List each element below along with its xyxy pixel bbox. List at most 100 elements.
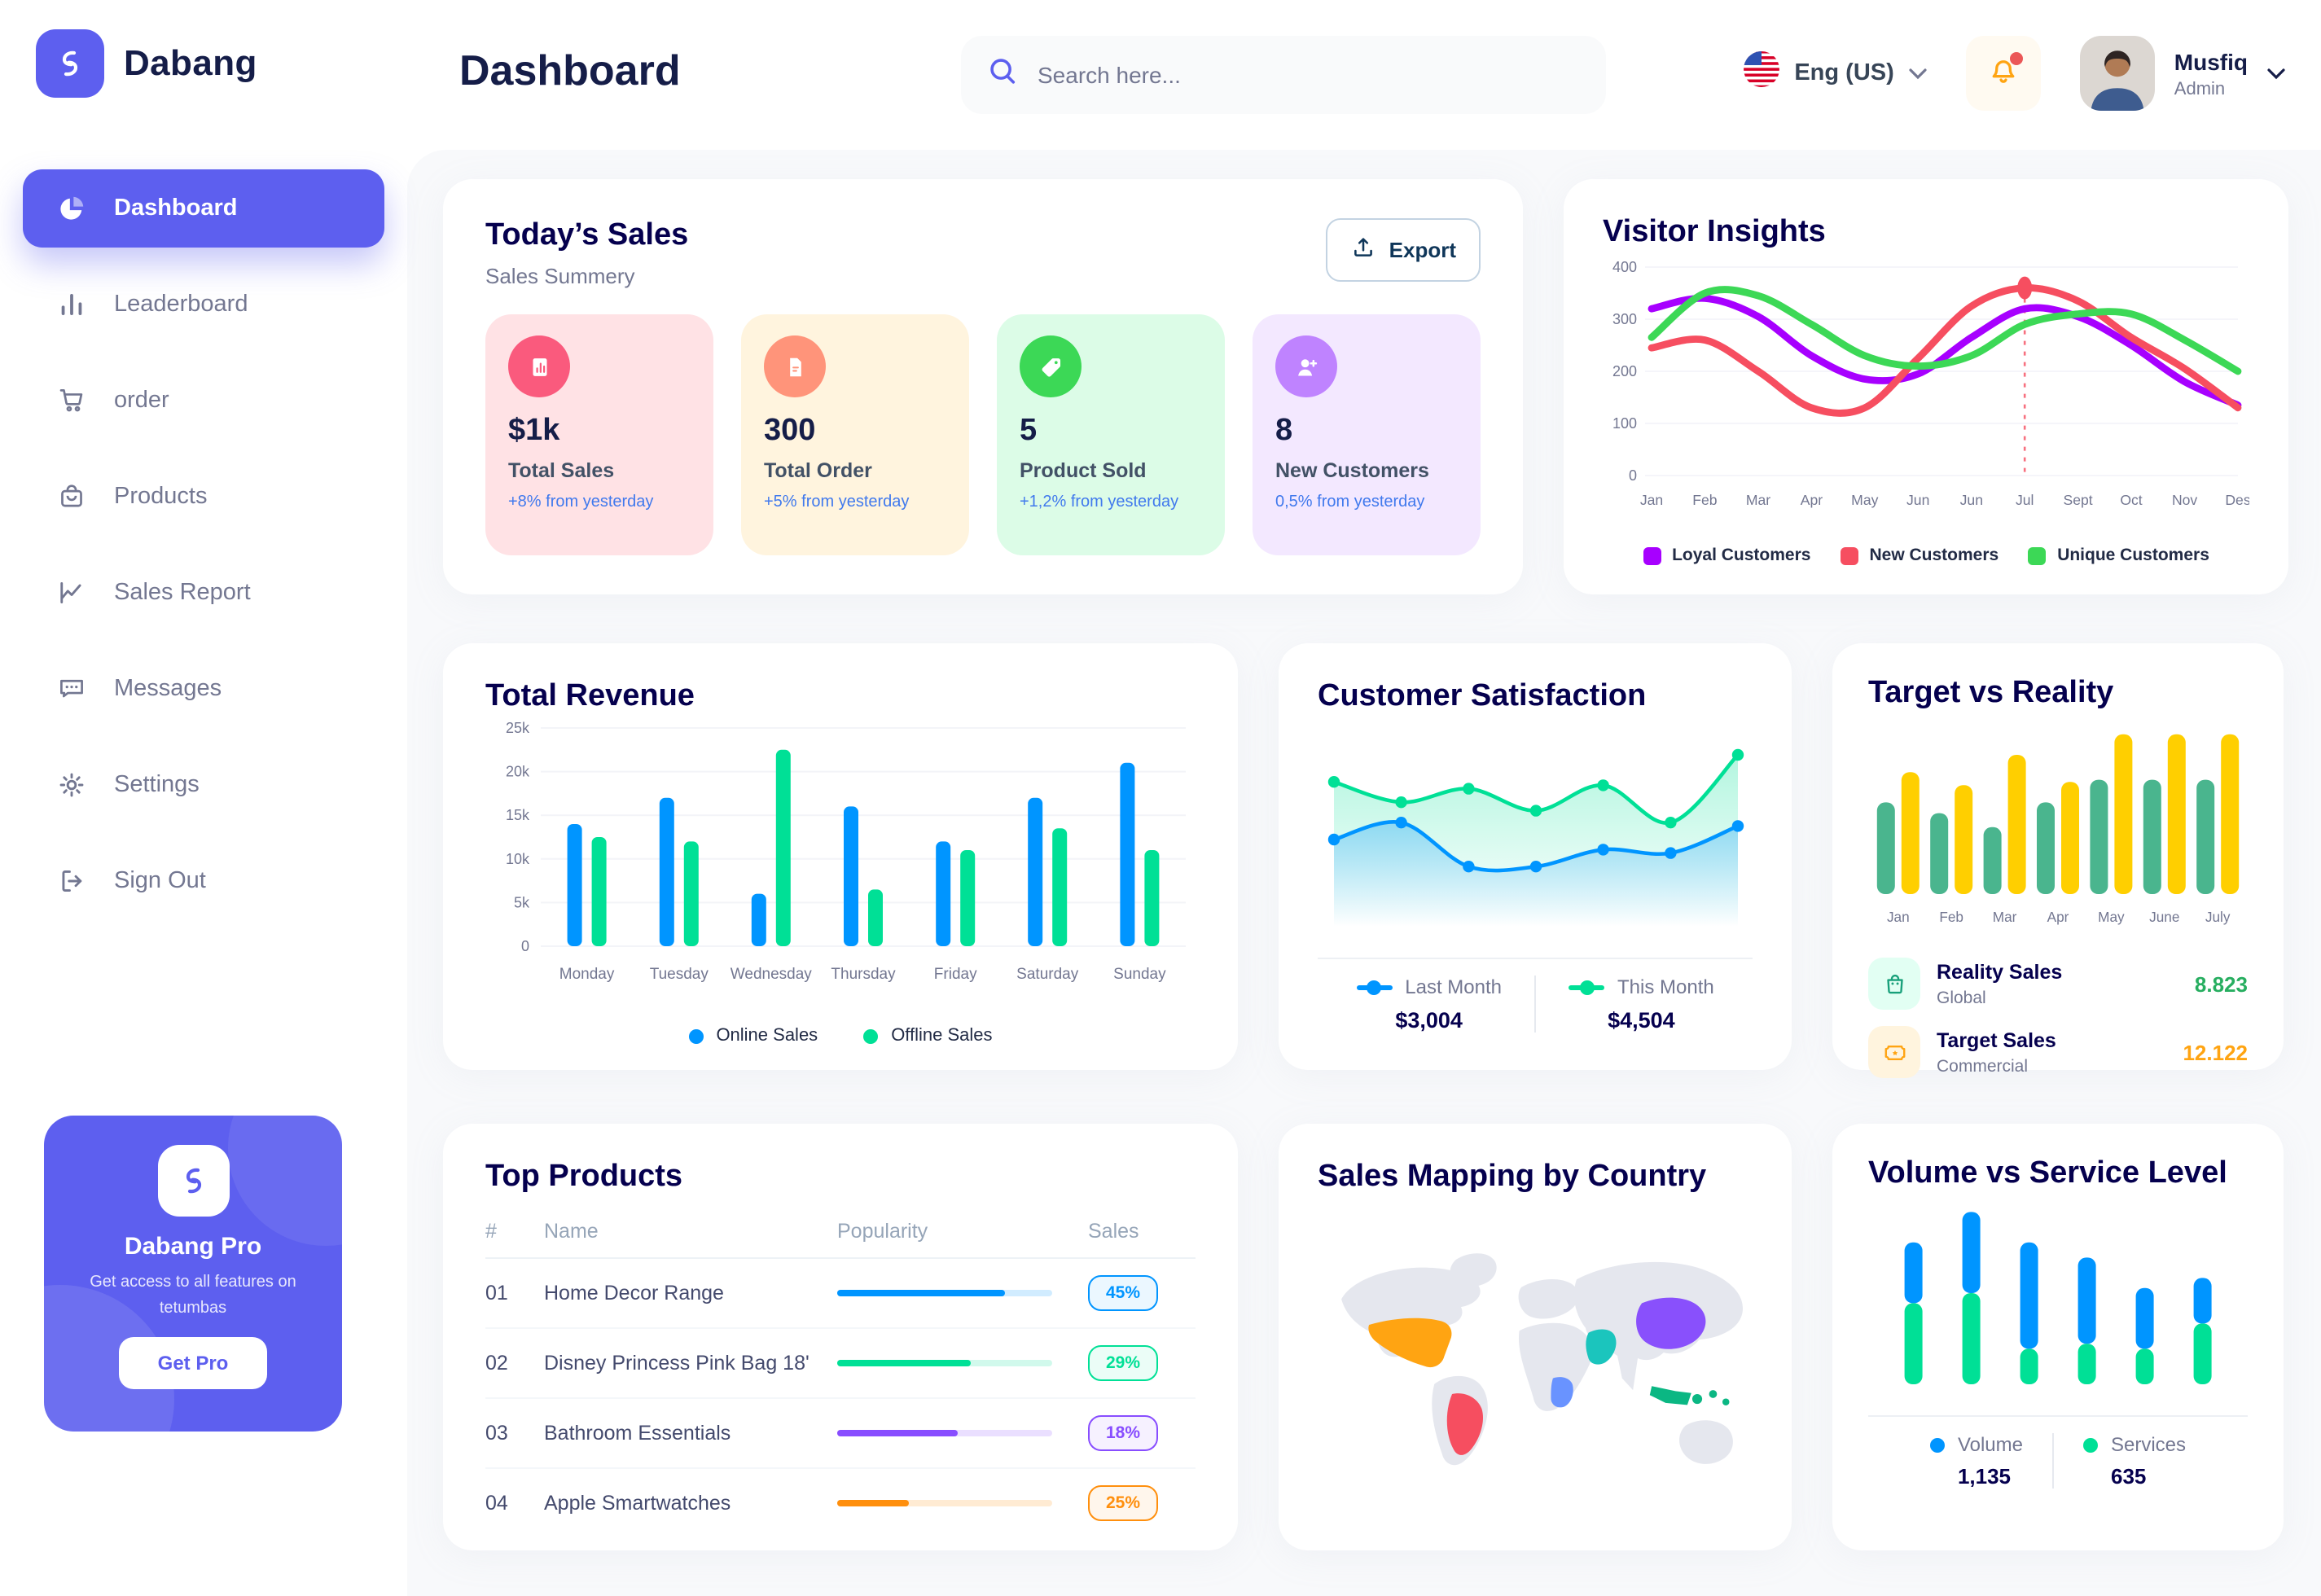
sidebar-item-dashboard[interactable]: Dashboard [23,169,384,248]
new-customer-icon [1275,335,1337,397]
sidebar-item-order[interactable]: order [23,362,384,440]
brand-name: Dabang [124,42,257,83]
sales-summary-cards: $1k Total Sales +8% from yesterday 300 T… [485,314,1481,555]
chevron-down-icon [2267,68,2285,79]
search-box [961,36,1606,114]
target-vs-reality-panel: Target vs Reality Jan Feb Mar Apr May June Jul… [1832,643,2284,1078]
sales-map-title: Sales Mapping by Country [1318,1160,1707,1194]
product-row-home-decor-range: 01 Home Decor Range 45% [485,1259,1196,1329]
product-index: 02 [485,1352,508,1375]
svg-text:Jan: Jan [1887,909,1910,925]
product-name: Bathroom Essentials [544,1422,731,1445]
pro-subtitle: Get access to all features on tetumbas [90,1274,296,1317]
sidebar-item-label: Products [114,484,208,510]
top-products-header: # Name Popularity Sales [485,1205,1196,1259]
sidebar-item-label: Sales Report [114,580,251,606]
bag-icon [1868,958,1920,1010]
brand-logo-icon [36,29,104,98]
visitor-insights-chart: 0 100 200 300 400 Jan Feb Mar Apr May Jun Jun Jul Sep… [1603,251,2251,539]
svg-text:Wednesday: Wednesday [731,966,812,983]
svg-text:15k: 15k [506,807,530,823]
user-profile[interactable]: Musfiq Admin [2079,36,2285,111]
svg-text:100: 100 [1612,415,1637,432]
svg-text:Des: Des [2225,492,2249,508]
svg-text:May: May [1851,492,1878,508]
sales-badge: 45% [1088,1275,1159,1311]
target-vs-reality-chart: Jan Feb Mar Apr May June July [1868,712,2248,941]
get-pro-button[interactable]: Get Pro [118,1337,268,1389]
avatar [2079,36,2155,111]
search-input[interactable] [1034,60,1580,90]
svg-text:Feb: Feb [1692,492,1718,508]
order-file-icon [764,335,826,397]
sidebar: Dabang Dashboard Leaderboard order Products… [0,0,407,1596]
svg-text:10k: 10k [506,851,530,867]
sidebar-item-label: order [114,388,169,414]
map-country-brazil [1446,1393,1484,1455]
svg-text:0: 0 [521,938,529,954]
sidebar-item-products[interactable]: Products [23,458,384,536]
sidebar-item-settings[interactable]: Settings [23,746,384,824]
signout-icon [55,865,88,897]
svg-text:Nov: Nov [2172,492,2197,508]
sales-card-delta: +5% from yesterday [764,493,910,511]
main-content: Today’s Sales Sales Summery Export $1k T… [407,150,2321,1596]
product-index: 04 [485,1492,508,1515]
legend-item-last-month: Last Month $3,004 [1323,976,1534,1033]
legend-item-unique-customers: Unique Customers [2028,546,2209,565]
customer-satisfaction-title: Customer Satisfaction [1318,679,1647,713]
sidebar-item-messages[interactable]: Messages [23,650,384,728]
popularity-bar [837,1360,1052,1366]
sales-card-product-sold: 5 Product Sold +1,2% from yesterday [997,314,1225,555]
customer-satisfaction-panel: Customer Satisfaction Last Month $3,004 … [1279,643,1792,1070]
language-selector[interactable]: Eng (US) [1742,50,1927,96]
svg-text:Monday: Monday [559,966,615,983]
svg-text:Jul: Jul [2016,492,2034,508]
svg-text:5k: 5k [514,894,530,910]
svg-text:Saturday: Saturday [1016,966,1079,983]
language-label: Eng (US) [1794,60,1894,86]
search-icon [987,55,1018,94]
tag-icon [1020,335,1082,397]
svg-text:Sept: Sept [2063,492,2092,508]
legend-item-volume: Volume 1,135 [1901,1433,2052,1489]
svg-text:400: 400 [1612,259,1637,275]
sidebar-item-label: Messages [114,676,222,702]
legend-item-online-sales: Online Sales [688,1026,818,1046]
svg-text:Oct: Oct [2120,492,2142,508]
svg-text:25k: 25k [506,720,530,736]
map-country-saudi-arabia [1586,1329,1617,1365]
chevron-down-icon [1909,68,1927,79]
total-revenue-chart: 0 5k 10k 15k 20k 25k Monday Tuesday Wednesday Thu… [485,715,1196,1023]
legend-item-reality-sales: Reality Sales Global 8.823 [1868,958,2248,1010]
bell-icon [1985,51,2021,95]
notifications-button[interactable] [1965,36,2041,111]
user-role: Admin [2174,79,2226,99]
sales-card-label: Total Order [764,459,872,482]
customer-satisfaction-chart [1318,715,1753,948]
popularity-bar [837,1430,1052,1436]
sales-badge: 29% [1088,1345,1159,1381]
svg-text:300: 300 [1612,311,1637,327]
products-icon [55,480,88,513]
sidebar-item-sales-report[interactable]: Sales Report [23,554,384,632]
legend-item-new-customers: New Customers [1840,546,1999,565]
sidebar-item-label: Sign Out [114,868,206,894]
svg-text:Sunday: Sunday [1113,966,1166,983]
sidebar-item-label: Dashboard [114,195,238,221]
volume-service-legend: Volume 1,135 Services 635 [1868,1433,2248,1489]
total-revenue-legend: Online Sales Offline Sales [485,1026,1196,1046]
sidebar-item-leaderboard[interactable]: Leaderboard [23,265,384,344]
export-button[interactable]: Export [1325,218,1481,282]
us-flag-icon [1742,50,1779,96]
sales-card-value: 8 [1275,414,1293,448]
product-row-disney-princess-pink-bag-18: 02 Disney Princess Pink Bag 18' 29% [485,1329,1196,1399]
top-products-rows: 01 Home Decor Range 45% 02 Disney Princes… [485,1259,1196,1537]
sidebar-item-sign-out[interactable]: Sign Out [23,842,384,920]
svg-text:Mar: Mar [1993,909,2017,925]
map-country-china [1636,1297,1706,1349]
svg-text:July: July [2205,909,2231,925]
export-icon [1350,235,1376,265]
legend-item-offline-sales: Offline Sales [863,1026,993,1046]
